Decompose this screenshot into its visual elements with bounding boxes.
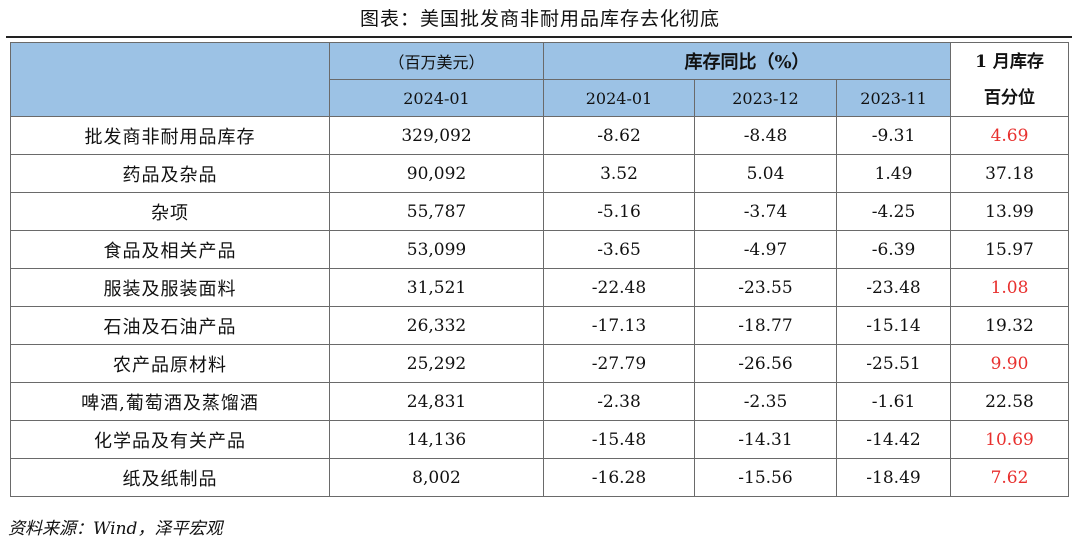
row-yoy-2: 5.04 xyxy=(694,154,837,193)
row-yoy-2: -8.48 xyxy=(694,116,837,155)
source-note: 资料来源：Wind，泽平宏观 xyxy=(8,519,223,539)
row-yoy-2: -18.77 xyxy=(694,306,837,345)
row-name: 药品及杂品 xyxy=(10,154,330,193)
row-yoy-3: -15.14 xyxy=(835,306,952,345)
row-value: 14,136 xyxy=(329,420,544,459)
table-row: 石油及石油产品 26,332 -17.13 -18.77 -15.14 19.32 xyxy=(10,306,1070,345)
row-yoy-1: -16.28 xyxy=(543,458,695,497)
row-yoy-3: 1.49 xyxy=(835,154,952,193)
row-name: 化学品及有关产品 xyxy=(10,420,330,459)
header-yoy-date-1: 2024-01 xyxy=(543,79,695,117)
page-title: 图表：美国批发商非耐用品库存去化彻底 xyxy=(359,8,720,30)
header-yoy-date-2: 2023-12 xyxy=(694,79,837,117)
row-yoy-1: -3.65 xyxy=(543,230,695,269)
row-name: 杂项 xyxy=(10,192,330,231)
row-yoy-1: -5.16 xyxy=(543,192,695,231)
row-value: 26,332 xyxy=(329,306,544,345)
row-percentile: 13.99 xyxy=(950,192,1070,231)
row-yoy-3: -1.61 xyxy=(835,382,952,421)
row-yoy-1: 3.52 xyxy=(543,154,695,193)
row-percentile: 19.32 xyxy=(950,306,1070,345)
header-blank xyxy=(10,42,330,117)
row-yoy-2: -14.31 xyxy=(694,420,837,459)
inventory-table: （百万美元） 库存同比（%） 1 月库存 百分位 2024-01 2024-01… xyxy=(10,42,1070,497)
row-name: 纸及纸制品 xyxy=(10,458,330,497)
row-percentile: 15.97 xyxy=(950,230,1070,269)
row-percentile: 37.18 xyxy=(950,154,1070,193)
header-percentile-line1: 1 月库存 xyxy=(975,51,1044,72)
row-value: 24,831 xyxy=(329,382,544,421)
row-value: 55,787 xyxy=(329,192,544,231)
table-row: 杂项 55,787 -5.16 -3.74 -4.25 13.99 xyxy=(10,192,1070,231)
row-yoy-1: -15.48 xyxy=(543,420,695,459)
table-row: 农产品原材料 25,292 -27.79 -26.56 -25.51 9.90 xyxy=(10,344,1070,383)
row-name: 食品及相关产品 xyxy=(10,230,330,269)
header-unit: （百万美元） xyxy=(329,42,544,80)
table-row: 纸及纸制品 8,002 -16.28 -15.56 -18.49 7.62 xyxy=(10,458,1070,497)
header-yoy-date-3: 2023-11 xyxy=(835,79,952,117)
row-value: 8,002 xyxy=(329,458,544,497)
row-percentile: 7.62 xyxy=(950,458,1070,497)
row-yoy-3: -18.49 xyxy=(835,458,952,497)
row-yoy-2: -3.74 xyxy=(694,192,837,231)
row-yoy-1: -27.79 xyxy=(543,344,695,383)
table-row: 药品及杂品 90,092 3.52 5.04 1.49 37.18 xyxy=(10,154,1070,193)
row-yoy-2: -15.56 xyxy=(694,458,837,497)
row-yoy-2: -4.97 xyxy=(694,230,837,269)
row-yoy-1: -17.13 xyxy=(543,306,695,345)
title-rule xyxy=(6,36,1072,38)
table-row: 食品及相关产品 53,099 -3.65 -4.97 -6.39 15.97 xyxy=(10,230,1070,269)
row-percentile: 10.69 xyxy=(950,420,1070,459)
header-percentile: 1 月库存 百分位 xyxy=(950,42,1070,117)
row-yoy-2: -26.56 xyxy=(694,344,837,383)
row-yoy-1: -22.48 xyxy=(543,268,695,307)
row-percentile: 1.08 xyxy=(950,268,1070,307)
row-yoy-1: -2.38 xyxy=(543,382,695,421)
row-name: 批发商非耐用品库存 xyxy=(10,116,330,155)
row-name: 啤酒,葡萄酒及蒸馏酒 xyxy=(10,382,330,421)
row-yoy-3: -23.48 xyxy=(835,268,952,307)
row-value: 90,092 xyxy=(329,154,544,193)
row-yoy-3: -14.42 xyxy=(835,420,952,459)
row-percentile: 9.90 xyxy=(950,344,1070,383)
row-yoy-3: -6.39 xyxy=(835,230,952,269)
row-name: 农产品原材料 xyxy=(10,344,330,383)
table-row: 啤酒,葡萄酒及蒸馏酒 24,831 -2.38 -2.35 -1.61 22.58 xyxy=(10,382,1070,421)
row-value: 329,092 xyxy=(329,116,544,155)
header-value-date: 2024-01 xyxy=(329,79,544,117)
row-yoy-3: -4.25 xyxy=(835,192,952,231)
table-body: 批发商非耐用品库存 329,092 -8.62 -8.48 -9.31 4.69 药品及杂品… xyxy=(10,116,1070,497)
table-row: 批发商非耐用品库存 329,092 -8.62 -8.48 -9.31 4.69 xyxy=(10,116,1070,155)
row-percentile: 22.58 xyxy=(950,382,1070,421)
header-yoy: 库存同比（%） xyxy=(542,42,952,80)
header-percentile-line2: 百分位 xyxy=(984,87,1036,108)
row-yoy-1: -8.62 xyxy=(543,116,695,155)
row-yoy-2: -23.55 xyxy=(694,268,837,307)
row-name: 石油及石油产品 xyxy=(10,306,330,345)
row-name: 服装及服装面料 xyxy=(10,268,330,307)
row-value: 53,099 xyxy=(329,230,544,269)
table-row: 服装及服装面料 31,521 -22.48 -23.55 -23.48 1.08 xyxy=(10,268,1070,307)
row-yoy-3: -25.51 xyxy=(835,344,952,383)
row-yoy-2: -2.35 xyxy=(694,382,837,421)
row-value: 25,292 xyxy=(329,344,544,383)
row-yoy-3: -9.31 xyxy=(835,116,952,155)
row-percentile: 4.69 xyxy=(950,116,1070,155)
row-value: 31,521 xyxy=(329,268,544,307)
table-row: 化学品及有关产品 14,136 -15.48 -14.31 -14.42 10.69 xyxy=(10,420,1070,459)
